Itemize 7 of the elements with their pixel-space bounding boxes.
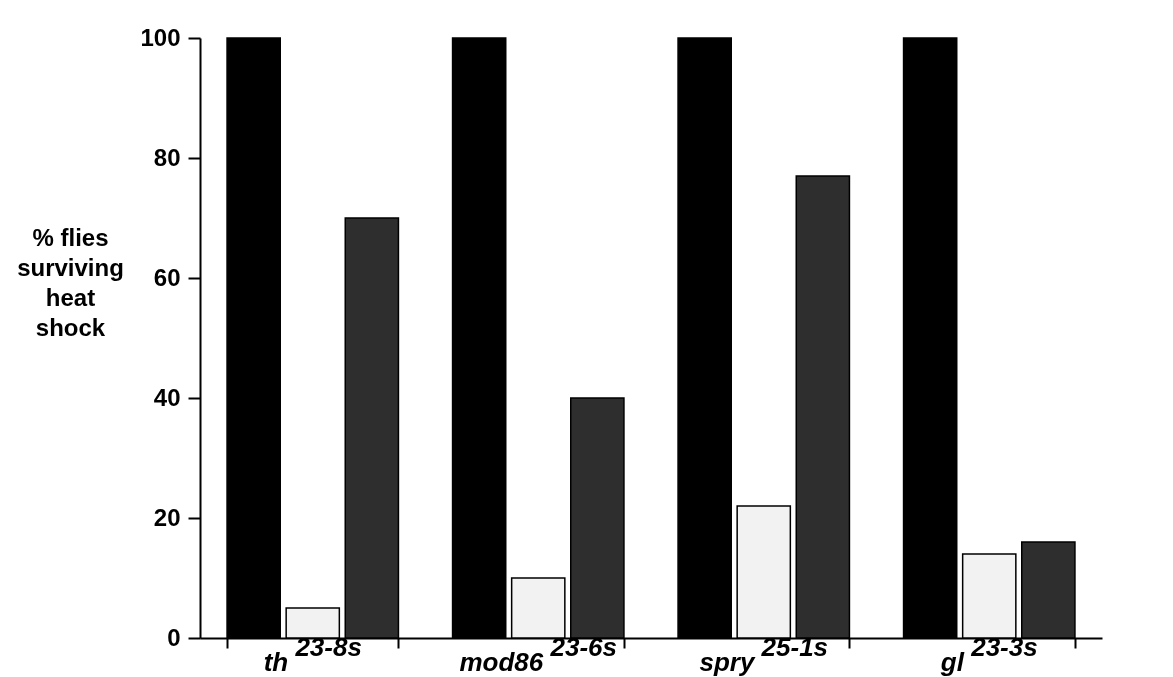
y-tick-label: 20 <box>153 503 181 531</box>
y-tick-label: 0 <box>167 623 181 651</box>
y-tick-label: 40 <box>153 383 181 411</box>
y-axis-title: % flies surviving heat shock <box>17 223 124 341</box>
y-tick-label: 60 <box>153 263 181 291</box>
y-tick-label: 100 <box>140 23 181 51</box>
y-tick-label: 80 <box>153 143 181 171</box>
